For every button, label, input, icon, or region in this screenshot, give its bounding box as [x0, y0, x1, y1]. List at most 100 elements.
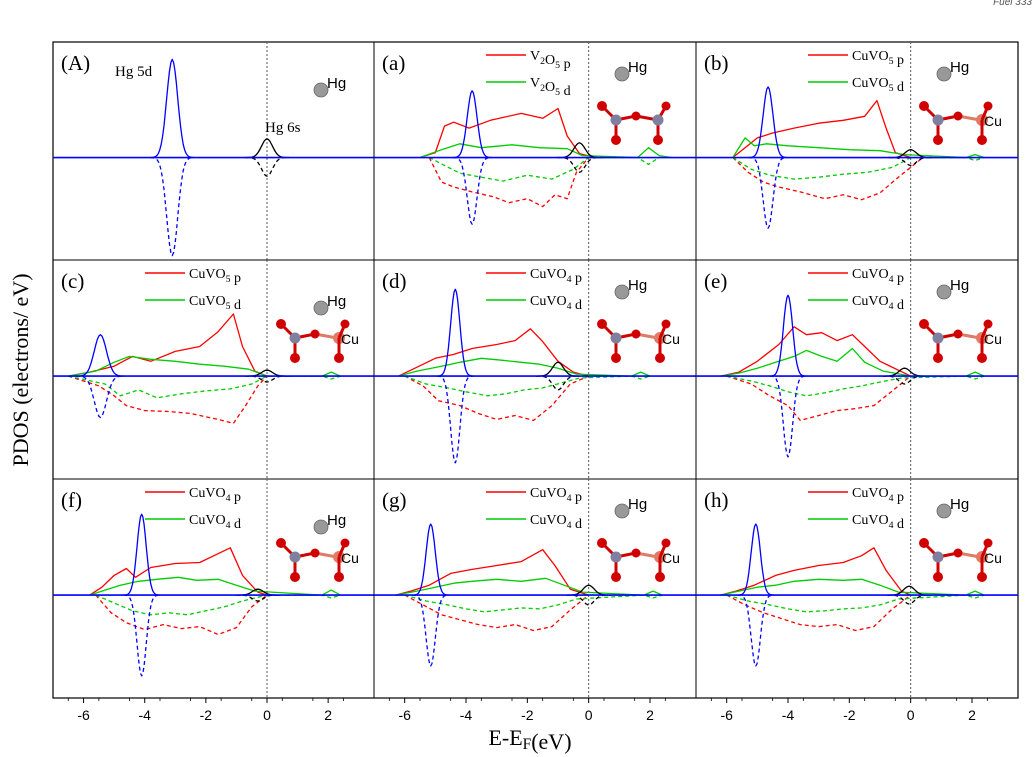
- hg-atom-label: Hg: [950, 277, 969, 294]
- x-tick-label: -2: [521, 707, 534, 723]
- panel-label: (b): [704, 51, 729, 75]
- x-axis-label: E-EF(eV): [488, 725, 571, 754]
- legend-label: CuVO5 p: [852, 49, 904, 68]
- hg-atom-icon: [313, 519, 329, 535]
- p-spin-down-line: [732, 156, 924, 201]
- cu-atom-label: Cu: [662, 331, 680, 347]
- x-tick-label: -6: [77, 707, 90, 723]
- panel-border: [52, 41, 375, 261]
- panel-border: [695, 478, 1019, 699]
- x-tick-label: -6: [398, 707, 411, 723]
- hg5d-annotation: Hg 5d: [115, 64, 153, 80]
- legend-label: CuVO5 d: [189, 294, 241, 313]
- x-tick-label: 0: [907, 707, 915, 723]
- d-spin-down-line: [404, 594, 663, 613]
- hg-atom-icon: [614, 284, 630, 300]
- hg5d-spin-down-line: [748, 156, 788, 229]
- hg5d-spin-down-line: [75, 375, 125, 419]
- hg5d-spin-down-line: [436, 375, 474, 464]
- d-spin-down-line: [404, 375, 651, 397]
- hg6s-spin-up-line: [557, 142, 602, 159]
- hg5d-spin-up-line: [436, 288, 474, 377]
- legend-label: CuVO4 p: [530, 267, 582, 286]
- panel-d: (d) CuVO4 p CuVO4 d Hg Cu: [373, 259, 697, 480]
- hg-atom-label: Hg: [950, 59, 969, 76]
- p-spin-up-line: [732, 99, 911, 159]
- legend-label: CuVO4 d: [530, 294, 582, 313]
- hg-atom-label: Hg: [327, 75, 346, 92]
- d-spin-up-line: [419, 143, 672, 159]
- x-tick-label: -4: [782, 707, 795, 723]
- panel-border: [695, 41, 1019, 261]
- cu-atom-label: Cu: [984, 550, 1002, 566]
- p-spin-down-line: [68, 375, 268, 425]
- x-tick-label: 2: [324, 707, 332, 723]
- p-spin-up-line: [720, 326, 911, 377]
- hg-atom-label: Hg: [628, 277, 647, 294]
- p-spin-down-line: [726, 594, 912, 632]
- x-tick-label: -4: [138, 707, 151, 723]
- p-spin-down-line: [95, 594, 268, 636]
- d-spin-up-line: [720, 578, 985, 596]
- structure-model-icon: Cu: [276, 538, 359, 582]
- hg-atom-label: Hg: [950, 496, 969, 513]
- panel-label: (h): [704, 488, 729, 512]
- d-spin-down-line: [732, 156, 985, 180]
- legend-label: CuVO4 p: [852, 267, 904, 286]
- hg-atom-label: Hg: [327, 512, 346, 529]
- cu-atom-label: Cu: [341, 331, 359, 347]
- p-spin-up-line: [720, 547, 911, 596]
- hg5d-spin-down-line: [150, 156, 195, 257]
- x-tick-label: -4: [460, 707, 473, 723]
- hg5d-spin-up-line: [769, 294, 807, 377]
- d-spin-up-line: [720, 347, 985, 377]
- x-tick-label: 0: [263, 707, 271, 723]
- d-spin-up-line: [395, 577, 663, 596]
- hg-atom-icon: [936, 66, 952, 82]
- hg-atom-icon: [313, 82, 329, 98]
- structure-model-icon: Cu: [919, 101, 1002, 145]
- y-axis-label: PDOS (electrons/ eV): [8, 273, 33, 466]
- cu-atom-label: Cu: [662, 550, 680, 566]
- panel-f: (f) CuVO4 p CuVO4 d Hg Cu -6 -4 -2 0 2: [52, 478, 375, 723]
- legend-label: CuVO4 p: [530, 486, 582, 505]
- p-spin-down-line: [404, 594, 590, 632]
- panel-a: (a) V2O5 p V2O5 d Hg: [373, 41, 697, 261]
- hg5d-spin-up-line: [737, 523, 775, 596]
- structure-model-icon: Cu: [919, 319, 1002, 363]
- cu-atom-label: Cu: [984, 113, 1002, 129]
- hg5d-spin-down-line: [737, 594, 775, 667]
- hg-atom-label: Hg: [628, 496, 647, 513]
- hg6s-spin-down-line: [557, 156, 602, 173]
- journal-label: Fuel 333: [993, 0, 1032, 8]
- legend-label: CuVO4 d: [852, 513, 904, 532]
- legend-label: V2O5 d: [530, 76, 571, 99]
- hg5d-spin-down-line: [412, 594, 450, 667]
- structure-model-icon: Cu: [597, 538, 680, 582]
- hg-atom-icon: [313, 300, 329, 316]
- x-tick-label: 2: [968, 707, 976, 723]
- panel-label: (f): [61, 488, 82, 512]
- p-spin-up-line: [89, 547, 268, 596]
- legend-label: CuVO4 d: [189, 513, 241, 532]
- x-tick-label: -2: [843, 707, 856, 723]
- p-spin-down-line: [428, 157, 590, 208]
- legend-label: CuVO5 p: [189, 267, 241, 286]
- structure-model-icon: Cu: [597, 319, 680, 363]
- legend-label: CuVO4 p: [189, 486, 241, 505]
- panel-border: [373, 41, 697, 261]
- hg5d-spin-down-line: [769, 375, 807, 458]
- legend-label: CuVO4 d: [852, 294, 904, 313]
- panel-e: (e) CuVO4 p CuVO4 d Hg Cu: [695, 259, 1019, 480]
- hg5d-spin-up-line: [412, 523, 450, 596]
- p-spin-down-line: [404, 375, 589, 422]
- hg-atom-icon: [936, 284, 952, 300]
- d-spin-up-line: [732, 137, 985, 159]
- legend-label: CuVO4 p: [852, 486, 904, 505]
- panel-A: (A) Hg 5d Hg 6s Hg: [52, 41, 375, 261]
- structure-model-icon: Cu: [276, 319, 359, 363]
- hg6s-spin-down-line: [235, 594, 280, 602]
- panel-label: (A): [61, 51, 90, 75]
- hg-atom-label: Hg: [628, 59, 647, 76]
